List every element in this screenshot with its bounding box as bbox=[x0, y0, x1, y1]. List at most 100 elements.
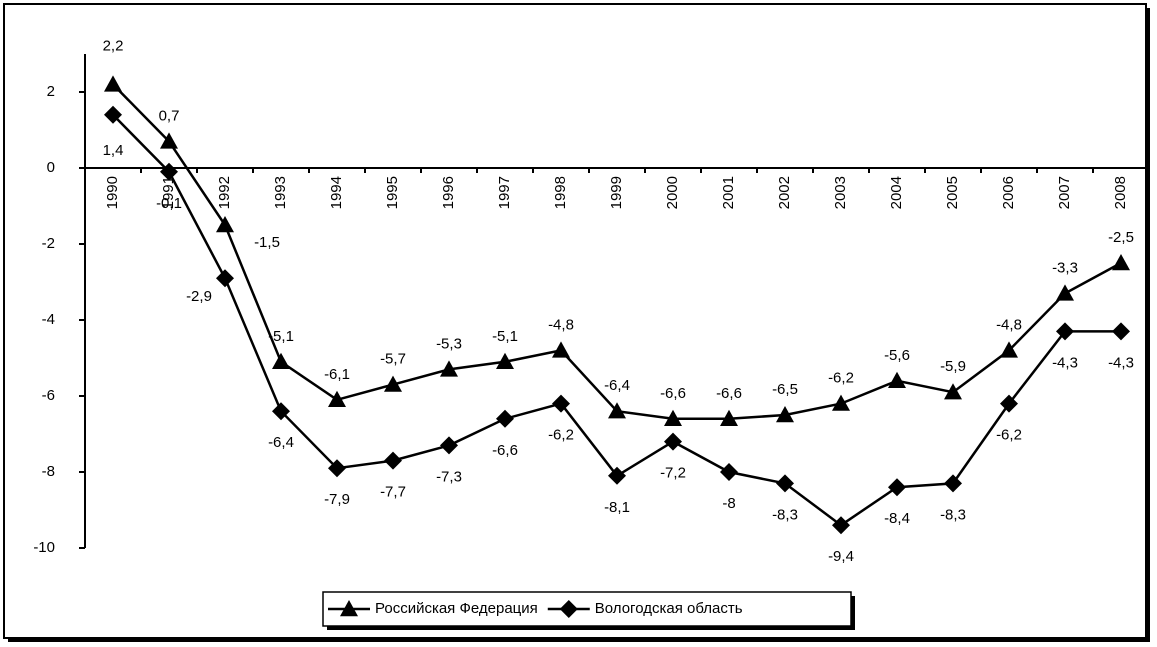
y-tick-label: 0 bbox=[47, 159, 55, 176]
diamond-marker bbox=[272, 402, 290, 421]
y-tick-label: -10 bbox=[33, 539, 55, 556]
data-label: 2,2 bbox=[103, 37, 124, 54]
x-tick-label: 2002 bbox=[776, 176, 793, 209]
triangle-marker bbox=[440, 360, 458, 377]
data-label: -4,3 bbox=[1052, 354, 1078, 371]
x-tick-label: 1998 bbox=[552, 176, 569, 209]
data-label: -5,1 bbox=[492, 328, 518, 345]
data-label: -5,3 bbox=[436, 335, 462, 352]
triangle-marker bbox=[720, 409, 738, 426]
triangle-marker bbox=[888, 371, 906, 388]
diamond-marker bbox=[888, 478, 906, 497]
triangle-marker bbox=[272, 352, 290, 369]
x-tick-label: 1993 bbox=[272, 176, 289, 209]
data-label: -7,9 bbox=[324, 491, 350, 508]
triangle-marker bbox=[104, 75, 122, 92]
data-label: -8 bbox=[722, 495, 735, 512]
x-tick-label: 1996 bbox=[440, 176, 457, 209]
triangle-marker bbox=[1056, 284, 1074, 301]
triangle-marker bbox=[608, 402, 626, 419]
diamond-marker bbox=[440, 436, 458, 455]
data-label: -4,8 bbox=[548, 316, 574, 333]
data-label: -5,6 bbox=[884, 347, 910, 364]
diamond-marker bbox=[384, 451, 402, 470]
data-label: 1,4 bbox=[103, 142, 124, 159]
data-label: -5,9 bbox=[940, 358, 966, 375]
x-tick-label: 1999 bbox=[608, 176, 625, 209]
data-label: 0,7 bbox=[159, 107, 180, 124]
data-label: -4,3 bbox=[1108, 354, 1134, 371]
x-tick-label: 2004 bbox=[888, 176, 905, 209]
data-label: -5,1 bbox=[268, 328, 294, 345]
legend: Российская Федерация Вологодская область bbox=[322, 591, 855, 630]
diamond-marker bbox=[104, 105, 122, 124]
diamond-marker bbox=[944, 474, 962, 493]
triangle-marker bbox=[340, 600, 358, 617]
x-tick-label: 1997 bbox=[496, 176, 513, 209]
diamond-marker bbox=[552, 394, 570, 413]
diamond-marker bbox=[664, 432, 682, 451]
data-label: -6,2 bbox=[828, 370, 854, 387]
triangle-marker bbox=[496, 352, 514, 369]
data-label: -6,2 bbox=[548, 427, 574, 444]
triangle-marker bbox=[1112, 254, 1130, 271]
x-tick-label: 1990 bbox=[104, 176, 121, 209]
x-tick-label: 2006 bbox=[1000, 176, 1017, 209]
data-label: -6,6 bbox=[660, 385, 686, 402]
x-tick-label: 1992 bbox=[216, 176, 233, 209]
data-label: -1,5 bbox=[254, 234, 280, 251]
triangle-marker bbox=[552, 341, 570, 358]
x-tick-label: 2000 bbox=[664, 176, 681, 209]
legend-shadow bbox=[327, 626, 855, 630]
data-label: -7,3 bbox=[436, 468, 462, 485]
triangle-marker bbox=[328, 390, 346, 407]
triangle-marker bbox=[216, 216, 234, 233]
data-label: -2,5 bbox=[1108, 229, 1134, 246]
data-label: -6,6 bbox=[492, 442, 518, 459]
triangle-marker bbox=[384, 375, 402, 392]
diamond-marker bbox=[832, 516, 850, 535]
diamond-marker bbox=[776, 474, 794, 493]
legend-shadow bbox=[851, 596, 855, 630]
triangle-marker bbox=[664, 409, 682, 426]
legend-label: Российская Федерация bbox=[375, 600, 538, 617]
triangle-marker bbox=[160, 132, 178, 149]
data-label: -8,3 bbox=[940, 506, 966, 523]
diamond-marker bbox=[608, 466, 626, 485]
data-label: -0,1 bbox=[156, 195, 182, 212]
diamond-marker bbox=[328, 459, 346, 478]
triangle-marker bbox=[776, 406, 794, 423]
diamond-marker bbox=[1112, 322, 1130, 341]
diamond-marker bbox=[720, 463, 738, 481]
data-label: -7,2 bbox=[660, 465, 686, 482]
frame bbox=[3, 3, 1147, 639]
y-tick-label: 2 bbox=[47, 83, 55, 100]
data-label: -8,3 bbox=[772, 506, 798, 523]
x-tick-label: 2008 bbox=[1112, 176, 1129, 209]
x-tick-label: 2001 bbox=[720, 176, 737, 209]
diamond-marker bbox=[496, 409, 514, 428]
triangle-marker bbox=[832, 394, 850, 411]
data-label: -3,3 bbox=[1052, 259, 1078, 276]
data-label: -6,4 bbox=[268, 434, 294, 451]
data-label: -6,1 bbox=[324, 366, 350, 383]
data-label: -6,4 bbox=[604, 377, 630, 394]
x-tick-label: 1991 bbox=[160, 176, 177, 209]
data-label: -2,9 bbox=[186, 288, 212, 305]
data-label: -7,7 bbox=[380, 484, 406, 501]
triangle-marker bbox=[944, 383, 962, 400]
y-tick-label: -2 bbox=[42, 235, 55, 252]
y-tick-label: -4 bbox=[42, 311, 55, 328]
legend-label: Вологодская область bbox=[595, 600, 743, 617]
data-label: -5,7 bbox=[380, 351, 406, 368]
y-tick-label: -8 bbox=[42, 463, 55, 480]
data-label: -8,4 bbox=[884, 510, 910, 527]
x-tick-label: 2005 bbox=[944, 176, 961, 209]
x-tick-label: 2007 bbox=[1056, 176, 1073, 209]
diamond-marker bbox=[559, 600, 578, 618]
data-label: -8,1 bbox=[604, 499, 630, 516]
diamond-marker bbox=[1056, 322, 1074, 341]
x-tick-label: 1994 bbox=[328, 176, 345, 209]
data-label: -9,4 bbox=[828, 548, 854, 565]
